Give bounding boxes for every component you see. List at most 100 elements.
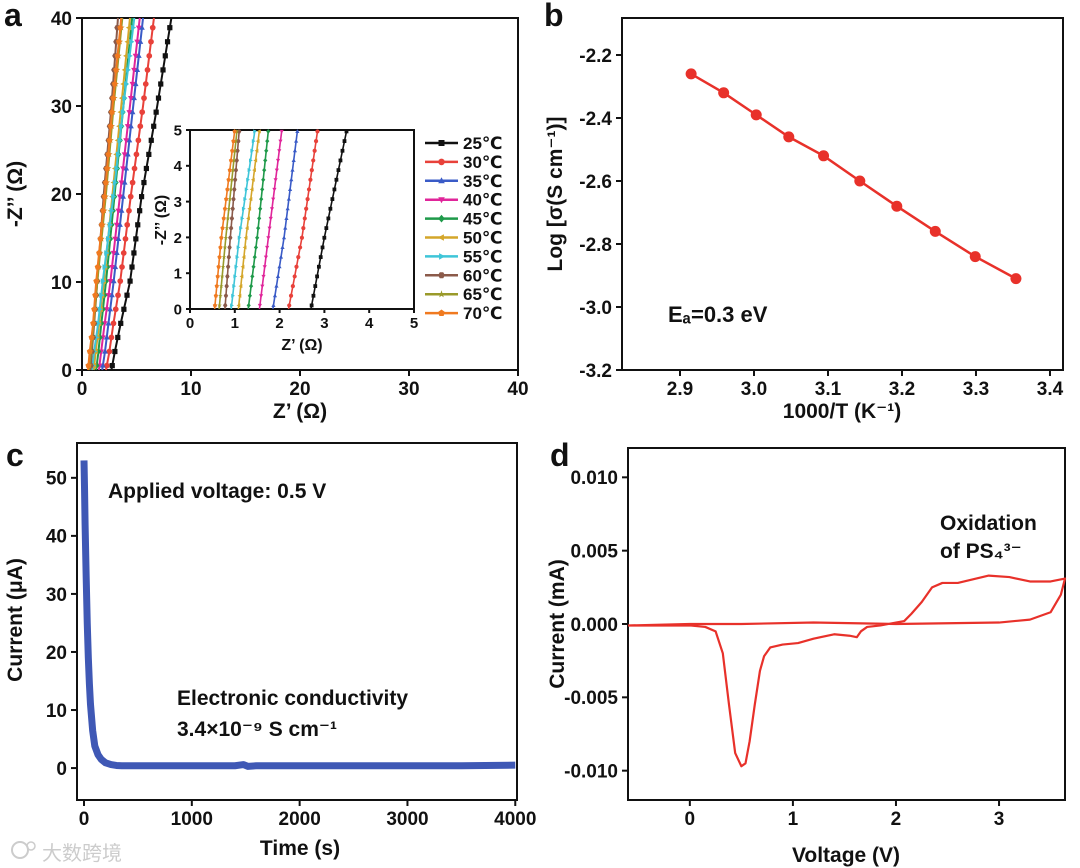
marker-diamond (250, 273, 255, 279)
marker-triangle-right (102, 264, 108, 270)
inset-series-55℃ (230, 129, 258, 309)
inset-series-40℃ (257, 129, 284, 309)
marker-triangle-right (243, 197, 248, 202)
marker-triangle-right (246, 177, 250, 182)
marker-square (143, 165, 149, 172)
marker-circle (103, 362, 110, 369)
marker-diamond (252, 254, 257, 260)
marker-circle (146, 52, 153, 59)
marker-star (223, 235, 229, 240)
marker-pentagon (228, 158, 234, 163)
marker-triangle-left (236, 303, 241, 308)
marker-square (322, 235, 327, 240)
marker-triangle-up (134, 66, 141, 72)
marker-square (129, 264, 135, 270)
marker-diamond (438, 214, 445, 223)
marker-triangle-right (232, 283, 237, 289)
y-tick-label: 0.010 (570, 468, 618, 489)
marker-circle (299, 235, 305, 240)
marker-circle (290, 283, 295, 289)
marker-triangle-right (240, 216, 245, 221)
marker-pentagon (221, 216, 226, 221)
marker-triangle-up (112, 263, 119, 270)
marker-triangle-left (124, 38, 130, 45)
data-point (685, 68, 697, 80)
marker-circle (309, 168, 314, 173)
marker-square (160, 67, 166, 73)
marker-square (112, 348, 118, 355)
oxidation-annotation-line1: Oxidation (940, 512, 1037, 535)
marker-pentagon (90, 320, 97, 326)
marker-triangle-down (274, 168, 279, 173)
marker-triangle-left (123, 52, 129, 59)
series-50℃ (91, 17, 132, 371)
marker-square (338, 158, 343, 163)
marker-triangle-down (135, 25, 142, 31)
watermark-logo: 大数跨境 (42, 842, 122, 865)
marker-triangle-down (263, 255, 269, 260)
y-tick-label: 0 (174, 301, 182, 318)
x-axis-label: 1000/T (K⁻¹) (783, 400, 901, 423)
watermark-icon (11, 841, 36, 859)
marker-square (342, 139, 347, 143)
legend-label: 40℃ (463, 191, 503, 210)
marker-triangle-down (277, 149, 282, 154)
marker-circle (139, 109, 146, 116)
marker-triangle-down (116, 194, 123, 200)
marker-hexagon (227, 245, 232, 250)
y-tick-label: -0.010 (564, 762, 618, 783)
marker-pentagon (226, 177, 231, 182)
marker-triangle-right (230, 303, 234, 308)
marker-triangle-down (267, 226, 272, 231)
marker-circle (127, 193, 134, 200)
marker-triangle-down (257, 303, 262, 308)
marker-triangle-left (249, 187, 254, 192)
marker-circle (110, 320, 117, 327)
panel-c-axes: 0 1000 2000 3000 4000 0 10 20 30 40 50 (46, 442, 536, 830)
inset-series-50℃ (236, 129, 261, 309)
x-tick-label: 1000 (171, 809, 213, 830)
marker-circle (438, 158, 445, 166)
legend-item: 30℃ (425, 153, 503, 172)
marker-circle (106, 348, 113, 355)
data-point (818, 150, 830, 162)
marker-triangle-up (107, 306, 114, 312)
marker-diamond (266, 128, 271, 134)
marker-triangle-down (438, 197, 445, 204)
marker-square (316, 264, 321, 269)
y-tick-label: 0 (56, 759, 67, 780)
inset-series-45℃ (246, 128, 271, 309)
marker-hexagon (226, 255, 232, 259)
x-tick-label: 3.2 (889, 379, 915, 400)
marker-square (151, 123, 157, 129)
x-tick-label: 0 (77, 379, 88, 400)
inset-series-25℃ (309, 129, 349, 309)
conductivity-annotation-value: 3.4×10⁻⁹ S cm⁻¹ (177, 718, 337, 741)
x-tick-label: 20 (289, 379, 310, 400)
marker-pentagon (111, 80, 118, 87)
marker-triangle-left (243, 235, 248, 240)
data-point (969, 251, 981, 263)
marker-star (224, 225, 230, 231)
marker-pentagon (96, 249, 103, 256)
inset-axes: 0 1 2 3 4 5 0 1 2 3 4 5 (174, 122, 419, 332)
data-point (854, 175, 866, 187)
marker-triangle-up (139, 24, 145, 30)
marker-triangle-down (265, 245, 270, 250)
legend-item: 55℃ (425, 247, 503, 266)
marker-triangle-up (438, 177, 445, 184)
marker-square (137, 208, 143, 214)
marker-triangle-right (94, 334, 100, 341)
marker-hexagon (231, 197, 236, 201)
marker-diamond (257, 215, 262, 221)
marker-triangle-up (103, 334, 110, 340)
marker-triangle-right (124, 81, 130, 87)
marker-triangle-left (255, 139, 260, 144)
marker-diamond (258, 206, 263, 212)
marker-triangle-down (126, 110, 133, 116)
y-axis-label: Current (mA) (546, 559, 569, 689)
marker-square (121, 306, 127, 312)
marker-triangle-right (100, 278, 106, 284)
marker-circle (142, 81, 149, 87)
